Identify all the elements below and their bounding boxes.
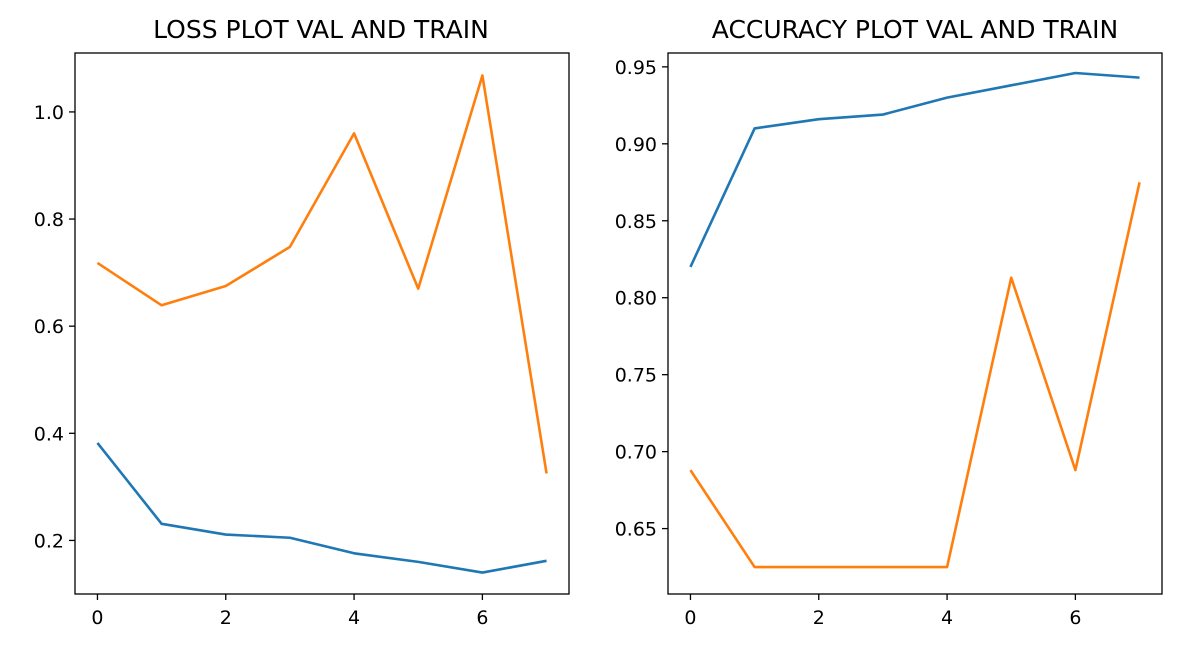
loss-x-tick-label: 4 (348, 607, 360, 629)
accuracy-x-tick-label: 4 (941, 607, 953, 629)
loss-x-tick-label: 0 (91, 607, 103, 629)
loss-axes-frame (74, 52, 570, 595)
loss-series-0-line (96, 442, 547, 574)
loss-series-1-line (96, 74, 548, 474)
accuracy-plot-title: ACCURACY PLOT VAL AND TRAIN (712, 15, 1118, 44)
loss-y-tick-label: 0.8 (34, 209, 64, 231)
loss-x-tick-label: 6 (476, 607, 488, 629)
accuracy-x-tick-label: 6 (1069, 607, 1081, 629)
accuracy-plot: ACCURACY PLOT VAL AND TRAIN 0 2 4 6 0.65 0.70… (615, 15, 1163, 629)
loss-plot: LOSS PLOT VAL AND TRAIN 0 2 4 6 0.2 0.4 0.6 0.8… (34, 15, 570, 629)
accuracy-y-tick-label: 0.90 (615, 134, 657, 156)
accuracy-y-tick-label: 0.80 (615, 288, 657, 310)
loss-x-tick-label: 2 (220, 607, 232, 629)
accuracy-y-tick-label: 0.85 (615, 211, 657, 233)
accuracy-y-tick-label: 0.75 (615, 365, 657, 387)
accuracy-y-tick-label: 0.65 (615, 519, 657, 541)
loss-y-tick-label: 0.2 (34, 530, 64, 552)
loss-y-tick-label: 1.0 (34, 102, 64, 124)
loss-y-tick-label: 0.4 (34, 423, 64, 445)
accuracy-x-tick-label: 2 (813, 607, 825, 629)
accuracy-series-0-line (689, 71, 1140, 268)
accuracy-x-tick-label: 0 (684, 607, 696, 629)
loss-plot-title: LOSS PLOT VAL AND TRAIN (153, 15, 489, 44)
accuracy-series-1-line (689, 182, 1141, 569)
accuracy-y-tick-label: 0.95 (615, 57, 657, 79)
loss-y-tick-label: 0.6 (34, 316, 64, 338)
accuracy-axes-frame (667, 52, 1163, 595)
accuracy-y-tick-label: 0.70 (615, 442, 657, 464)
